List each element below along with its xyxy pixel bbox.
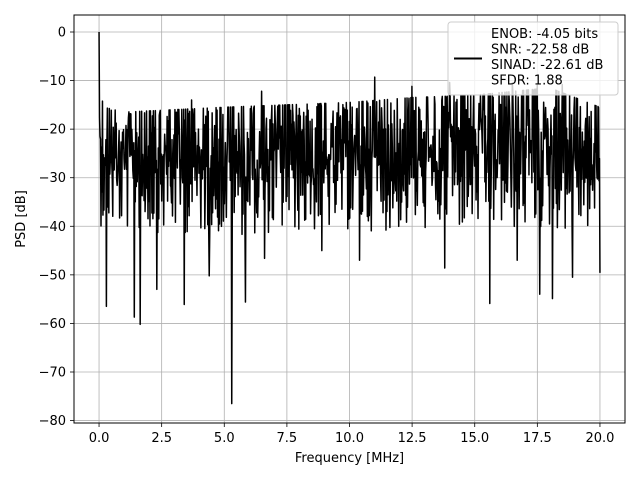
y-tick-label: −20	[39, 123, 66, 138]
legend-box	[447, 21, 619, 96]
legend-label: ENOB: -4.05 bits SNR: -22.58 dB SINAD: -22…	[491, 27, 603, 89]
x-tick-label: 15.0	[460, 431, 489, 446]
y-tick-label: −60	[39, 317, 66, 332]
x-tick-label: 17.5	[523, 431, 552, 446]
y-axis: 0 −10 −20 −30 −40 −50 −60 −70 −80	[39, 26, 74, 429]
psd-series-line	[98, 31, 601, 405]
x-tick-label: 0.0	[89, 431, 110, 446]
x-tick-label: 20.0	[585, 431, 614, 446]
x-tick-label: 2.5	[151, 431, 172, 446]
x-tick-label: 5.0	[214, 431, 235, 446]
y-tick-label: −40	[39, 220, 66, 235]
x-tick-label: 10.0	[335, 431, 364, 446]
x-tick-label: 7.5	[277, 431, 298, 446]
y-tick-label: −30	[39, 171, 66, 186]
y-axis-label: PSD [dB]	[14, 190, 29, 248]
legend: ENOB: -4.05 bits SNR: -22.58 dB SINAD: -22…	[447, 21, 619, 96]
y-tick-label: −80	[39, 414, 66, 429]
y-tick-label: −70	[39, 366, 66, 381]
x-tick-label: 12.5	[398, 431, 427, 446]
x-axis-label: Frequency [MHz]	[295, 451, 404, 466]
x-axis: 0.0 2.5 5.0 7.5 10.0 12.5 15.0 17.5 20.0	[89, 423, 614, 446]
plot-area	[98, 31, 601, 405]
y-tick-label: −10	[39, 74, 66, 89]
y-tick-label: −50	[39, 268, 66, 283]
y-tick-label: 0	[58, 26, 66, 41]
